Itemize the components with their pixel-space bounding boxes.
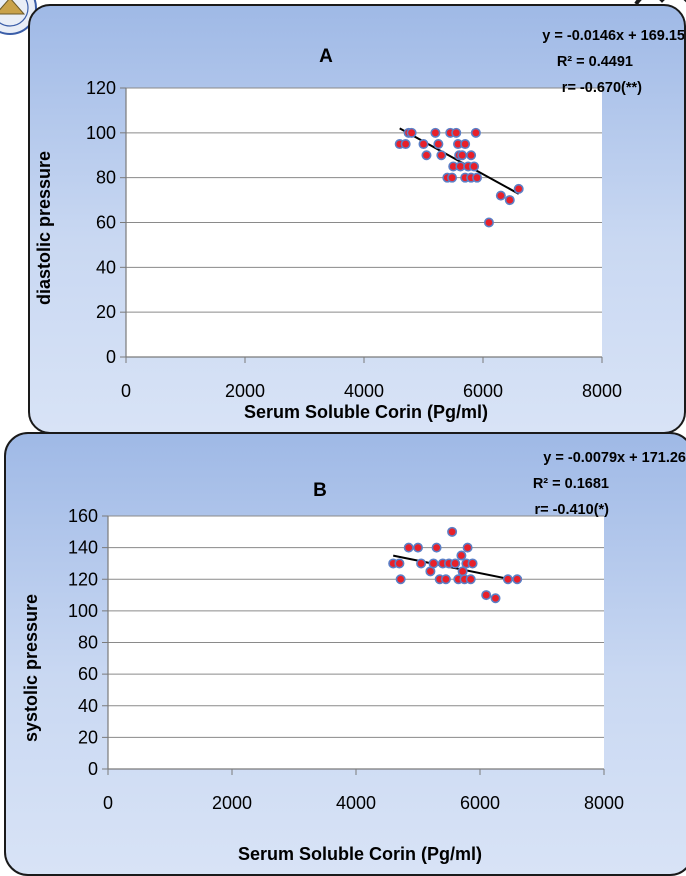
chart-b-x-tick-label: 0 bbox=[103, 793, 113, 813]
chart-a-data-point bbox=[421, 150, 432, 161]
chart-a-data-point bbox=[466, 150, 477, 161]
chart-a-x-tick-label: 2000 bbox=[225, 381, 265, 401]
chart-b-y-tick-label: 100 bbox=[68, 601, 98, 621]
chart-a-y-tick-label: 120 bbox=[86, 78, 116, 98]
chart-b-data-point bbox=[481, 590, 492, 601]
chart-a-data-point bbox=[451, 127, 462, 138]
chart-b-y-tick-label: 140 bbox=[68, 538, 98, 558]
chart-a-data-point bbox=[406, 127, 417, 138]
chart-a-data-point bbox=[472, 172, 483, 183]
chart-b-y-tick-label: 0 bbox=[88, 759, 98, 779]
chart-b-data-point bbox=[394, 558, 405, 569]
chart-a-panel-label: A bbox=[319, 46, 333, 67]
chart-b-y-tick-label: 80 bbox=[78, 633, 98, 653]
chart-a-x-tick-label: 4000 bbox=[344, 381, 384, 401]
chart-b-y-axis-label: systolic pressure bbox=[21, 594, 41, 742]
chart-a-data-point bbox=[457, 150, 468, 161]
chart-a-data-point bbox=[513, 183, 524, 194]
chart-b-y-tick-label: 20 bbox=[78, 727, 98, 747]
chart-a-data-point bbox=[470, 127, 481, 138]
chart-b-data-point bbox=[512, 574, 523, 585]
chart-b-data-point bbox=[416, 558, 427, 569]
chart-a-y-tick-label: 0 bbox=[106, 347, 116, 367]
chart-a-r-squared: R² = 0.4491 bbox=[557, 54, 633, 70]
chart-a-y-tick-label: 40 bbox=[96, 257, 116, 277]
chart-b-data-point bbox=[467, 558, 478, 569]
chart-b-data-point bbox=[440, 574, 451, 585]
chart-b-correlation: r= -0.410(*) bbox=[534, 502, 609, 518]
chart-b-yticks: 0 20 40 60 80 100 120 140 160 bbox=[68, 506, 108, 779]
chart-b-xticks: 0 2000 4000 6000 8000 bbox=[103, 769, 624, 813]
chart-a-y-tick-label: 60 bbox=[96, 213, 116, 233]
chart-a-trendline-line bbox=[399, 127, 520, 195]
chart-b-data-point bbox=[431, 542, 442, 553]
chart-a-trendline bbox=[399, 127, 520, 195]
chart-b-data-point bbox=[403, 542, 414, 553]
chart-b-data-point bbox=[395, 574, 406, 585]
chart-a-y-tick-label: 80 bbox=[96, 168, 116, 188]
chart-b-points bbox=[388, 526, 523, 604]
chart-b-data-point bbox=[457, 566, 468, 577]
chart-panel-b: 0 20 40 60 80 100 120 140 160 0 2000 4000 6000 8000 … bbox=[4, 432, 686, 876]
chart-a-data-point bbox=[447, 172, 458, 183]
chart-a-x-tick-label: 6000 bbox=[463, 381, 503, 401]
chart-a-svg: 0 20 40 60 80 100 120 0 2000 4000 6000 8000 A y = … bbox=[34, 28, 684, 422]
chart-a-data-point bbox=[436, 150, 447, 161]
chart-a-data-point bbox=[504, 195, 515, 206]
chart-b-data-point bbox=[412, 542, 423, 553]
chart-a-data-point bbox=[430, 127, 441, 138]
chart-a-data-point bbox=[400, 139, 411, 150]
chart-b-x-tick-label: 4000 bbox=[336, 793, 376, 813]
chart-a-data-point bbox=[495, 190, 506, 201]
chart-a-yticks: 0 20 40 60 80 100 120 bbox=[86, 78, 126, 367]
chart-b-x-tick-label: 2000 bbox=[212, 793, 252, 813]
chart-a-y-tick-label: 100 bbox=[86, 123, 116, 143]
chart-b-data-point bbox=[465, 574, 476, 585]
chart-a-x-tick-label: 0 bbox=[121, 381, 131, 401]
chart-b-x-tick-label: 8000 bbox=[584, 793, 624, 813]
chart-b-y-tick-label: 120 bbox=[68, 569, 98, 589]
chart-a-xticks: 0 2000 4000 6000 8000 bbox=[121, 357, 622, 401]
chart-a-x-tick-label: 8000 bbox=[582, 381, 622, 401]
chart-b-data-point bbox=[502, 574, 513, 585]
chart-a-points bbox=[394, 127, 524, 228]
chart-b-gridlines bbox=[108, 515, 604, 769]
chart-b-x-axis-label: Serum Soluble Corin (Pg/ml) bbox=[238, 844, 482, 864]
chart-b-data-point bbox=[462, 542, 473, 553]
chart-b-data-point bbox=[450, 558, 461, 569]
chart-a-data-point bbox=[418, 139, 429, 150]
chart-b-data-point bbox=[447, 526, 458, 537]
chart-a-y-tick-label: 20 bbox=[96, 302, 116, 322]
chart-a-data-point bbox=[483, 217, 494, 228]
chart-b-y-tick-label: 40 bbox=[78, 696, 98, 716]
chart-b-x-tick-label: 6000 bbox=[460, 793, 500, 813]
chart-b-data-point bbox=[490, 593, 501, 604]
chart-b-equation: y = -0.0079x + 171.26 bbox=[543, 450, 686, 466]
chart-a-x-axis-label: Serum Soluble Corin (Pg/ml) bbox=[244, 402, 488, 422]
chart-a-data-point bbox=[469, 161, 480, 172]
university-seal-fragment bbox=[0, 0, 37, 35]
chart-b-panel-label: B bbox=[313, 480, 327, 501]
chart-b-r-squared: R² = 0.1681 bbox=[533, 476, 609, 492]
chart-b-data-point bbox=[456, 550, 467, 561]
chart-a-y-axis-label: diastolic pressure bbox=[34, 151, 54, 305]
chart-b-data-point bbox=[428, 558, 439, 569]
chart-b-y-tick-label: 160 bbox=[68, 506, 98, 526]
chart-b-y-tick-label: 60 bbox=[78, 664, 98, 684]
chart-a-equation: y = -0.0146x + 169.15 bbox=[542, 28, 684, 44]
chart-a-data-point bbox=[433, 139, 444, 150]
chart-a-gridlines bbox=[126, 87, 602, 357]
chart-a-correlation: r= -0.670(**) bbox=[562, 80, 642, 96]
chart-a-data-point bbox=[460, 139, 471, 150]
chart-panel-a: 0 20 40 60 80 100 120 0 2000 4000 6000 8000 A y = … bbox=[28, 4, 686, 434]
